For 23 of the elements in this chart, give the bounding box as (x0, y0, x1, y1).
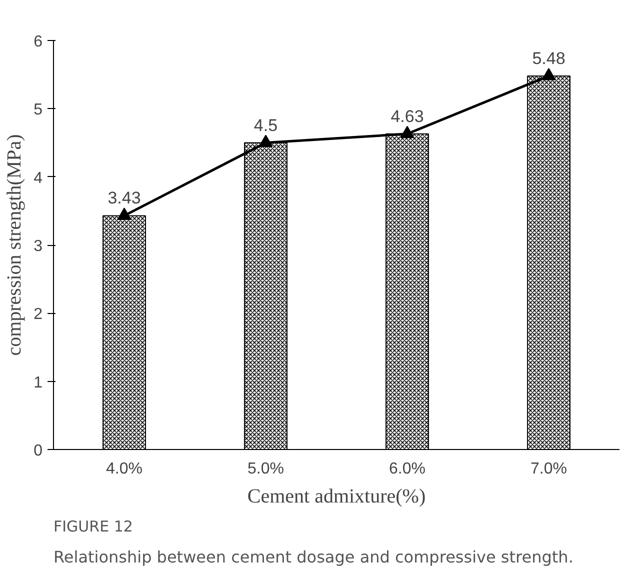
data-label: 4.63 (390, 106, 424, 126)
y-tick-label: 2 (34, 306, 43, 324)
caption: FIGURE 12 (54, 518, 133, 536)
point (542, 68, 556, 80)
y-tick-label: 3 (34, 238, 43, 255)
text: Relationship between cement dosage and compressive strength. (54, 548, 574, 566)
point (258, 134, 273, 148)
x-tick-label: 6.0% (389, 460, 426, 478)
y-tick-label: 1 (34, 374, 43, 392)
data-label: 3.43 (108, 188, 141, 208)
x-tick-label: 7.0% (530, 460, 567, 478)
y-tick-label: 4 (34, 170, 43, 187)
y-tick-label: 5 (34, 102, 43, 119)
point (117, 208, 132, 220)
y-axis-title: compression strength(MPa) (4, 134, 26, 356)
data-label: 4.5 (254, 116, 278, 135)
data-label: 5.48 (532, 48, 566, 68)
x-tick-label: 5.0% (248, 460, 284, 478)
y-tick-label: 6 (34, 34, 43, 50)
point (400, 126, 414, 138)
y-tick-label: 0 (34, 442, 43, 460)
x-axis-title: Cement admixture(%) (247, 486, 426, 508)
x-tick-label: 4.0% (106, 460, 142, 478)
